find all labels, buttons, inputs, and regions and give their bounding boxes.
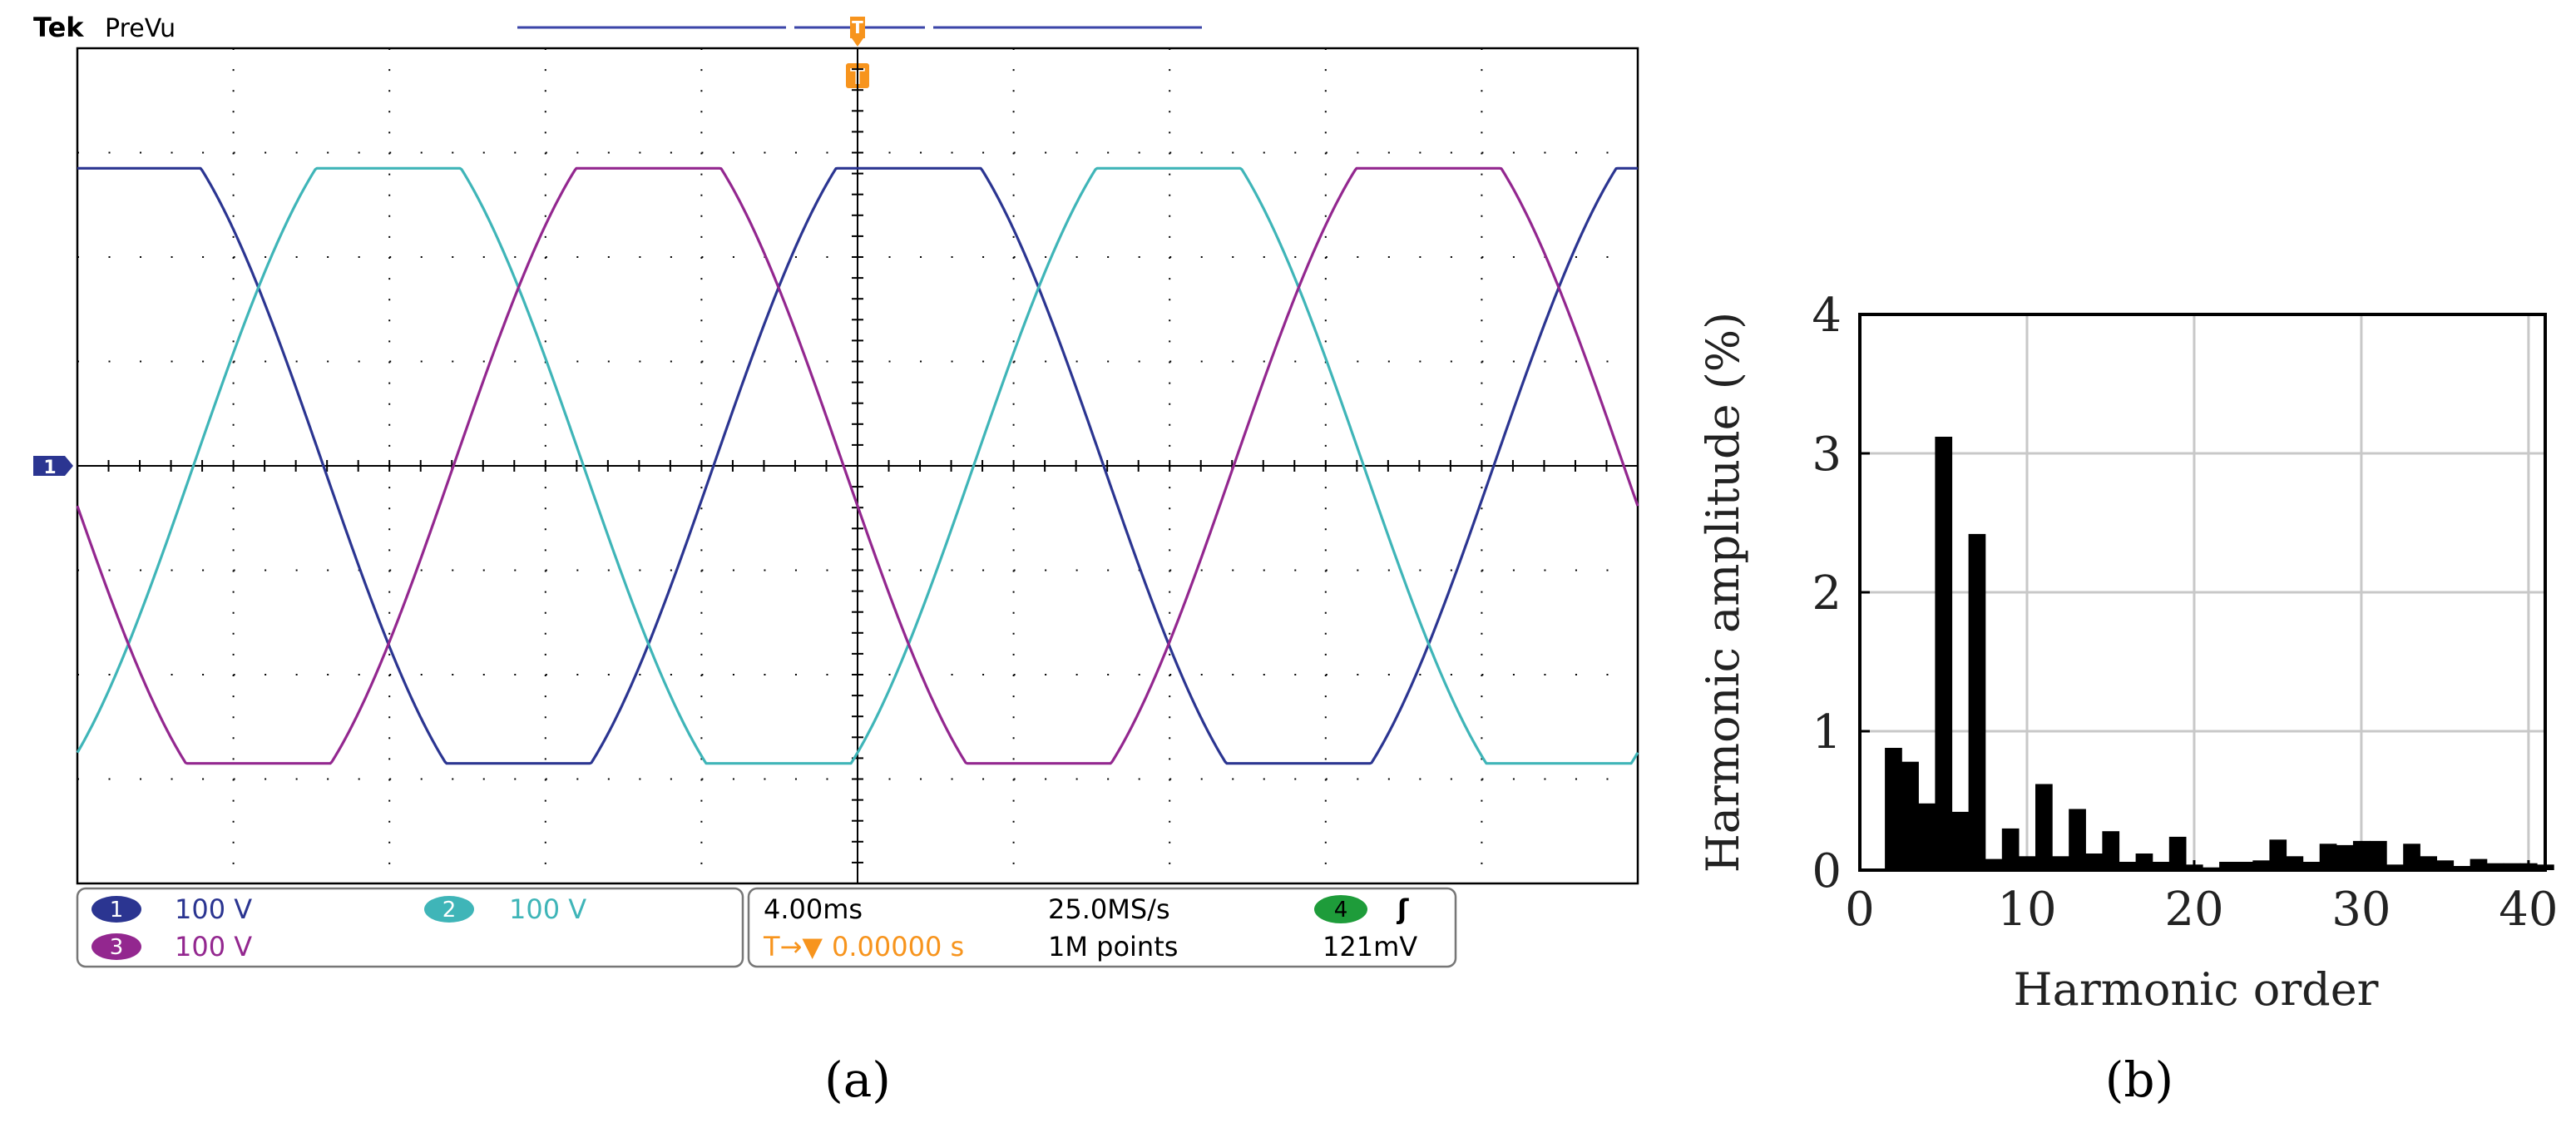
- channel-3-number: 3: [110, 935, 124, 960]
- timebase-readout-box: [747, 887, 1457, 968]
- bar-h9: [2001, 828, 2020, 870]
- bar-h19: [2168, 836, 2187, 870]
- y-tick-label: 1: [1812, 705, 1842, 759]
- waveforms: [76, 166, 1639, 765]
- channel-2-scale: 100 V: [509, 893, 586, 925]
- panel-b-label: (b): [2105, 1051, 2173, 1108]
- record-position-bar: T: [517, 17, 1202, 47]
- bar-h2: [1885, 748, 1902, 870]
- trigger-position-marker-small: [850, 17, 865, 38]
- channel-1-readout: 1 100 V: [91, 893, 252, 925]
- harmonic-xlabel: Harmonic order: [2014, 963, 2379, 1016]
- bar-h4: [1918, 803, 1936, 870]
- bar-h28: [2319, 844, 2337, 870]
- x-tick-label: 40: [2499, 883, 2558, 937]
- scope-brand: Tek: [33, 12, 84, 43]
- channel-3-badge: [91, 933, 141, 960]
- timebase-value: 4.00ms: [764, 893, 863, 925]
- x-tick-label: 30: [2331, 883, 2391, 937]
- ground-marker-label: 1: [43, 458, 56, 478]
- waveform-ch1: [77, 166, 1638, 765]
- trigger-delay-symbol: T→▼: [763, 931, 823, 962]
- channel-1-number: 1: [110, 898, 124, 923]
- bar-h17: [2135, 854, 2153, 870]
- trigger-slope-icon: ʃ: [1396, 893, 1409, 925]
- bar-h5: [1935, 437, 1953, 870]
- bar-h27: [2302, 862, 2321, 870]
- bar-h39: [2503, 863, 2521, 870]
- bar-h18: [2152, 862, 2170, 870]
- channel-2-badge: [424, 896, 474, 923]
- bar-h36: [2453, 866, 2471, 870]
- y-tick-label: 3: [1812, 428, 1842, 482]
- graticule: [77, 47, 1639, 884]
- bar-h25: [2269, 839, 2287, 870]
- bar-h30: [2352, 840, 2371, 870]
- bar-h13: [2069, 809, 2086, 870]
- bar-h11: [2035, 784, 2053, 870]
- bar-h16: [2119, 862, 2137, 870]
- record-length-value: 1M points: [1048, 931, 1178, 962]
- bar-h37: [2470, 858, 2488, 870]
- bar-h34: [2420, 856, 2437, 870]
- y-tick-label: 4: [1812, 289, 1842, 343]
- y-tick-label: 2: [1812, 567, 1842, 621]
- bar-h31: [2370, 840, 2387, 870]
- bar-h26: [2286, 856, 2304, 870]
- harmonic-bars: [1885, 437, 2554, 870]
- bar-h38: [2486, 863, 2504, 870]
- harmonic-ticks: 0 10 20 30 40 0 1 2 3 4: [1812, 289, 2558, 937]
- harmonic-ylabel: Harmonic amplitude (%): [1697, 312, 1749, 873]
- trigger-source-number: 4: [1334, 898, 1348, 923]
- bar-h15: [2102, 831, 2120, 870]
- bar-h12: [2052, 856, 2069, 870]
- harmonic-chart: 0 10 20 30 40 0 1 2 3 4 Harmonic order Harmonic a…: [1697, 289, 2559, 1108]
- bar-h6: [1951, 811, 1970, 870]
- channel-3-scale: 100 V: [175, 931, 252, 962]
- bar-h7: [1968, 533, 1986, 870]
- sample-rate-value: 25.0MS/s: [1048, 893, 1170, 925]
- bar-h14: [2085, 854, 2103, 870]
- bar-h8: [1985, 858, 2003, 870]
- bar-h35: [2436, 860, 2455, 870]
- trigger-arrow-icon: [852, 38, 863, 47]
- bar-h32: [2386, 864, 2404, 870]
- bar-h3: [1901, 761, 1919, 870]
- panel-a-label: (a): [824, 1051, 891, 1108]
- bar-h22: [2219, 862, 2237, 870]
- ground-marker-shape: [33, 456, 73, 476]
- x-tick-label: 0: [1845, 883, 1875, 937]
- bar-h33: [2403, 844, 2420, 870]
- channel-3-readout: 3 100 V: [91, 931, 252, 962]
- trigger-delay-value: 0.00000 s: [832, 931, 964, 962]
- scope-panel: Tek PreVu T T 1 1 1: [33, 12, 1639, 1108]
- bar-h23: [2236, 862, 2253, 870]
- ch1-ground-marker: 1: [33, 456, 73, 478]
- waveform-ch3: [76, 166, 1639, 765]
- y-tick-label: 0: [1812, 844, 1842, 898]
- channel-1-badge: [91, 896, 141, 923]
- trigger-source-badge: [1314, 895, 1367, 923]
- trigger-level-value: 121mV: [1323, 931, 1417, 962]
- waveform-ch2: [76, 166, 1639, 765]
- channel-2-number: 2: [443, 898, 457, 923]
- x-tick-label: 10: [1997, 883, 2056, 937]
- harmonic-grid: [1860, 313, 2545, 870]
- channel-2-readout: 2 100 V: [424, 893, 586, 925]
- channel-readout-box: [76, 887, 744, 968]
- x-tick-label: 20: [2164, 883, 2223, 937]
- channel-1-scale: 100 V: [175, 893, 252, 925]
- bar-h24: [2252, 860, 2270, 870]
- trigger-position-marker-small-label: T: [852, 17, 863, 37]
- scope-mode: PreVu: [105, 14, 176, 43]
- bar-h29: [2336, 844, 2354, 870]
